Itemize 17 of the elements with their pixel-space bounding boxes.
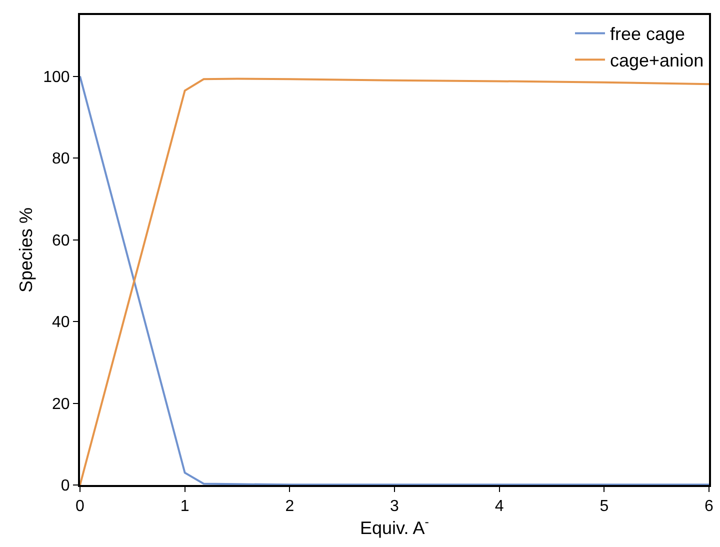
- x-tick-label: 4: [494, 498, 504, 516]
- y-tick-label: 60: [52, 232, 70, 250]
- x-axis-title: Equiv. A$^{-}$: [360, 515, 429, 538]
- x-tick-label: 1: [180, 498, 190, 516]
- x-tick-label: 0: [76, 498, 85, 516]
- y-axis-title: Species %: [16, 207, 36, 293]
- y-tick-label: 0: [60, 478, 70, 495]
- legend-label: cage+anion: [610, 50, 704, 71]
- x-tick-label: 5: [600, 498, 609, 516]
- y-tick-label: 40: [52, 314, 70, 332]
- x-tick-label: 2: [285, 498, 294, 516]
- x-tick-label: 3: [390, 498, 400, 516]
- legend-label: free cage: [610, 24, 686, 44]
- y-tick-label: 20: [52, 396, 70, 413]
- y-tick-label: 100: [43, 68, 70, 86]
- x-tick-label: 6: [704, 498, 714, 516]
- y-tick-label: 80: [52, 150, 70, 168]
